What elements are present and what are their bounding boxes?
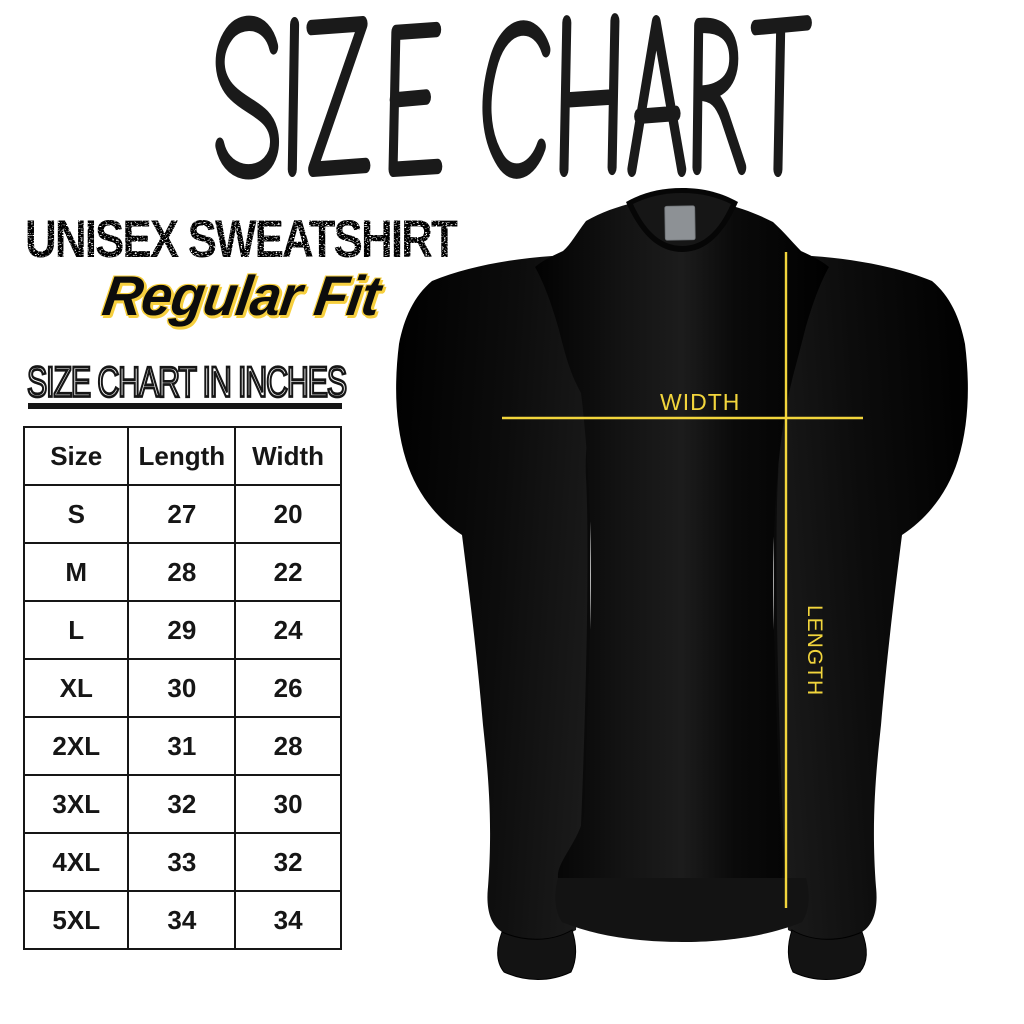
svg-text:LENGTH: LENGTH: [803, 605, 826, 696]
svg-text:WIDTH: WIDTH: [660, 389, 740, 415]
